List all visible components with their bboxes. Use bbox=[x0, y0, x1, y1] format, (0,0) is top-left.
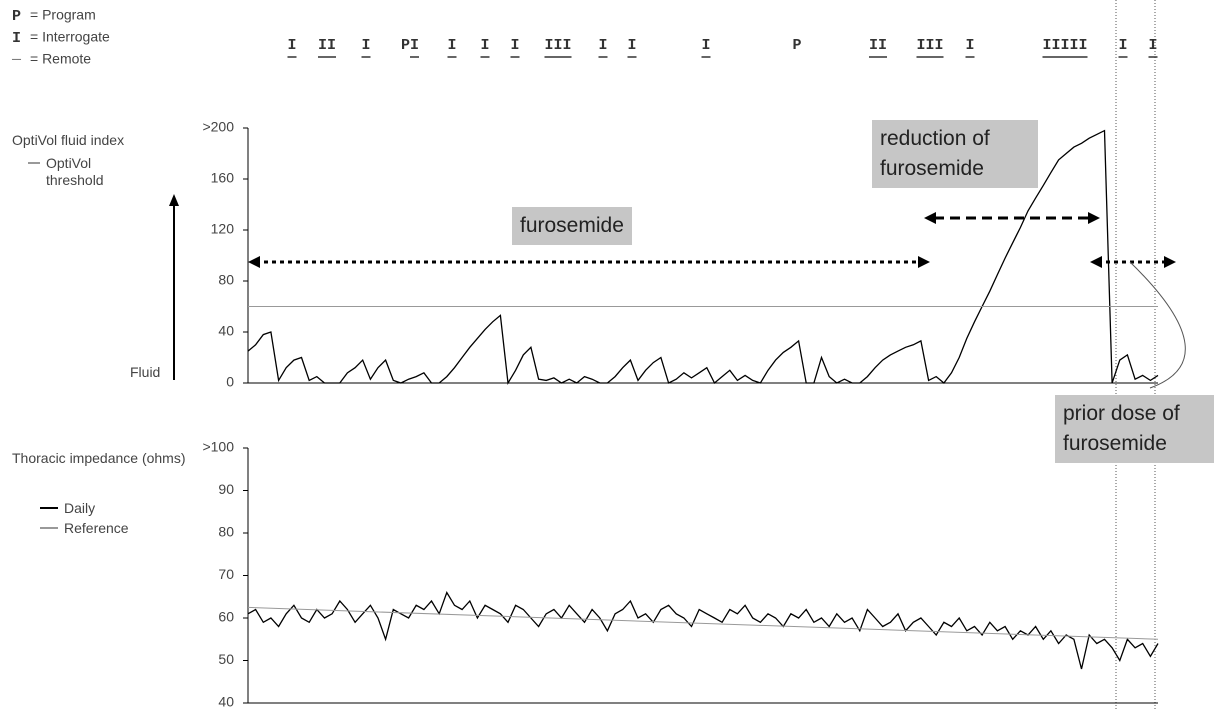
event-label: I bbox=[287, 37, 296, 54]
y-tick-label: 60 bbox=[218, 609, 234, 625]
legend-label: OptiVol threshold bbox=[46, 155, 104, 188]
event-label: I bbox=[447, 37, 456, 54]
annotation: prior dose of furosemide bbox=[1055, 395, 1214, 463]
legend-label: = Program bbox=[30, 7, 96, 23]
legend-label: = Remote bbox=[30, 51, 91, 67]
event-label: I bbox=[965, 37, 974, 54]
y-tick-label: 50 bbox=[218, 651, 234, 667]
annotation: furosemide bbox=[512, 207, 632, 245]
y-tick-label: 80 bbox=[218, 524, 234, 540]
arrowhead bbox=[924, 212, 936, 224]
series-line bbox=[247, 590, 1159, 670]
arrowhead bbox=[1090, 256, 1102, 268]
y-tick-label: 80 bbox=[218, 272, 234, 288]
fluid-arrowhead bbox=[169, 194, 179, 206]
y-tick-label: 40 bbox=[218, 323, 234, 339]
legend-label: = Interrogate bbox=[30, 29, 110, 45]
series-line bbox=[247, 129, 1159, 385]
arrowhead bbox=[1164, 256, 1176, 268]
y-tick-label: 40 bbox=[218, 694, 234, 710]
y-tick-label: 70 bbox=[218, 566, 234, 582]
event-label: III bbox=[544, 37, 571, 54]
legend-symbol: P bbox=[12, 8, 21, 25]
arrowhead bbox=[1088, 212, 1100, 224]
event-label: I bbox=[1118, 37, 1127, 54]
arrowhead bbox=[918, 256, 930, 268]
event-label: I bbox=[361, 37, 370, 54]
event-label: P bbox=[792, 37, 801, 54]
y-tick-label: 160 bbox=[211, 170, 235, 186]
y-tick-label: >200 bbox=[202, 119, 234, 135]
event-label: I bbox=[1148, 37, 1157, 54]
event-label: I bbox=[598, 37, 607, 54]
event-label: II bbox=[869, 37, 887, 54]
callout-line bbox=[1129, 261, 1186, 389]
y-axis-title: Thoracic impedance (ohms) bbox=[12, 450, 186, 466]
event-label: II bbox=[318, 37, 336, 54]
y-axis-title: OptiVol fluid index bbox=[12, 132, 125, 148]
event-label: I bbox=[627, 37, 636, 54]
annotation: reduction of furosemide bbox=[872, 120, 1038, 188]
event-label: I bbox=[701, 37, 710, 54]
y-tick-label: >100 bbox=[202, 439, 234, 455]
legend-label: Daily bbox=[64, 500, 96, 516]
legend-symbol: I bbox=[12, 30, 21, 47]
arrowhead bbox=[248, 256, 260, 268]
event-label: III bbox=[916, 37, 943, 54]
y-tick-label: 0 bbox=[226, 374, 234, 390]
legend-label: Reference bbox=[64, 520, 129, 536]
event-label: IIIII bbox=[1042, 37, 1087, 54]
y-tick-label: 120 bbox=[211, 221, 235, 237]
series-line bbox=[247, 606, 1159, 640]
y-tick-label: 90 bbox=[218, 481, 234, 497]
event-label: I bbox=[480, 37, 489, 54]
event-label: I bbox=[510, 37, 519, 54]
legend-symbol: _ bbox=[11, 46, 22, 63]
annotation: Fluid bbox=[130, 364, 161, 380]
event-label: PI bbox=[401, 37, 419, 54]
